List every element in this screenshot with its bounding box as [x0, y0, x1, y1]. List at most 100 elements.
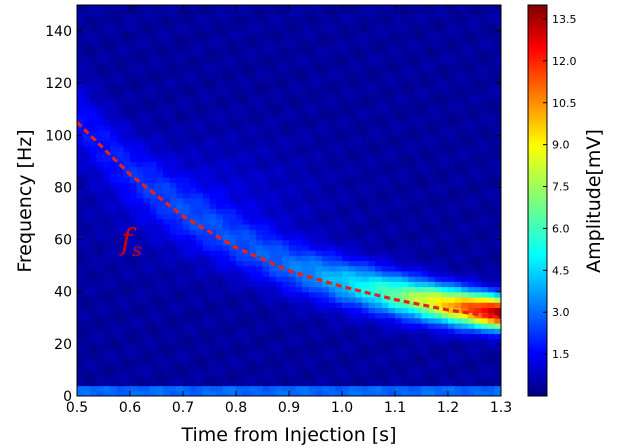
heatmap-cell — [481, 239, 489, 246]
heatmap-cell — [183, 72, 191, 79]
heatmap-cell — [123, 302, 131, 308]
heatmap-cell — [143, 223, 151, 230]
heatmap-cell — [262, 380, 270, 387]
heatmap-cell — [269, 124, 277, 131]
heatmap-cell — [487, 203, 495, 209]
heatmap-cell — [355, 77, 363, 84]
heatmap-cell — [375, 192, 383, 199]
heatmap-cell — [315, 369, 323, 376]
heatmap-cell — [77, 156, 85, 162]
heatmap-cell — [77, 46, 85, 53]
heatmap-cell — [308, 323, 317, 329]
heatmap-cell — [123, 359, 131, 366]
heatmap-cell — [474, 140, 482, 147]
heatmap-cell — [116, 234, 124, 241]
heatmap-cell — [481, 234, 489, 241]
heatmap-cell — [355, 187, 363, 194]
heatmap-cell — [255, 166, 264, 173]
heatmap-cell — [408, 192, 416, 199]
heatmap-cell — [474, 234, 482, 241]
heatmap-cell — [428, 229, 436, 235]
heatmap-cell — [183, 270, 191, 277]
heatmap-cell — [289, 130, 297, 136]
heatmap-cell — [77, 93, 85, 100]
heatmap-cell — [249, 192, 257, 199]
heatmap-cell — [202, 114, 211, 121]
heatmap-cell — [467, 349, 476, 355]
heatmap-cell — [355, 67, 363, 74]
heatmap-cell — [308, 83, 317, 90]
heatmap-cell — [342, 296, 350, 303]
heatmap-cell — [123, 130, 131, 136]
heatmap-cell — [77, 291, 85, 298]
heatmap-cell — [123, 286, 131, 293]
heatmap-cell — [96, 203, 105, 209]
heatmap-cell — [302, 62, 310, 69]
heatmap-cell — [136, 171, 144, 178]
heatmap-cell — [183, 88, 191, 95]
heatmap-cell — [295, 31, 303, 37]
heatmap-cell — [375, 182, 383, 189]
heatmap-cell — [282, 359, 290, 366]
heatmap-cell — [90, 67, 98, 74]
heatmap-cell — [169, 77, 177, 84]
heatmap-cell — [308, 302, 317, 308]
heatmap-cell — [202, 171, 211, 178]
heatmap-cell — [302, 109, 310, 116]
heatmap-cell — [183, 140, 191, 147]
heatmap-cell — [202, 291, 211, 298]
heatmap-cell — [441, 349, 449, 355]
heatmap-cell — [183, 223, 191, 230]
heatmap-cell — [229, 375, 237, 381]
heatmap-cell — [242, 57, 250, 63]
heatmap-cell — [143, 208, 151, 215]
heatmap-cell — [295, 192, 303, 199]
heatmap-cell — [414, 171, 423, 178]
heatmap-cell — [414, 130, 423, 136]
heatmap-cell — [375, 385, 383, 392]
heatmap-cell — [467, 239, 476, 246]
x-tick-label: 1.0 — [331, 400, 353, 416]
heatmap-cell — [110, 135, 118, 142]
heatmap-cell — [143, 77, 151, 84]
heatmap-cell — [77, 234, 85, 241]
heatmap-cell — [375, 98, 383, 105]
heatmap-cell — [130, 36, 138, 43]
heatmap-cell — [189, 276, 197, 282]
heatmap-cell — [322, 296, 330, 303]
heatmap-cell — [90, 20, 98, 27]
heatmap-cell — [222, 390, 230, 396]
heatmap-cell — [242, 291, 250, 298]
heatmap-cell — [143, 265, 151, 272]
heatmap-cell — [454, 187, 462, 194]
heatmap-cell — [282, 286, 290, 293]
heatmap-cell — [110, 291, 118, 298]
heatmap-cell — [395, 57, 403, 63]
heatmap-cell — [110, 130, 118, 136]
heatmap-cell — [149, 150, 158, 157]
heatmap-cell — [183, 135, 191, 142]
heatmap-cell — [487, 150, 495, 157]
heatmap-cell — [229, 93, 237, 100]
heatmap-cell — [414, 223, 423, 230]
heatmap-cell — [96, 104, 105, 110]
heatmap-cell — [176, 57, 184, 63]
y-tick-label: 80 — [54, 180, 72, 196]
heatmap-cell — [289, 10, 297, 17]
heatmap-cell — [249, 234, 257, 241]
heatmap-cell — [322, 171, 330, 178]
heatmap-cell — [269, 166, 277, 173]
heatmap-cell — [242, 177, 250, 183]
heatmap-cell — [368, 20, 376, 27]
heatmap-cell — [110, 312, 118, 319]
heatmap-cell — [408, 244, 416, 251]
heatmap-cell — [103, 20, 111, 27]
heatmap-cell — [428, 98, 436, 105]
heatmap-cell — [361, 77, 370, 84]
heatmap-cell — [302, 192, 310, 199]
heatmap-cell — [441, 171, 449, 178]
heatmap-cell — [163, 229, 171, 235]
heatmap-cell — [116, 385, 124, 392]
heatmap-cell — [282, 124, 290, 131]
heatmap-cell — [196, 239, 204, 246]
